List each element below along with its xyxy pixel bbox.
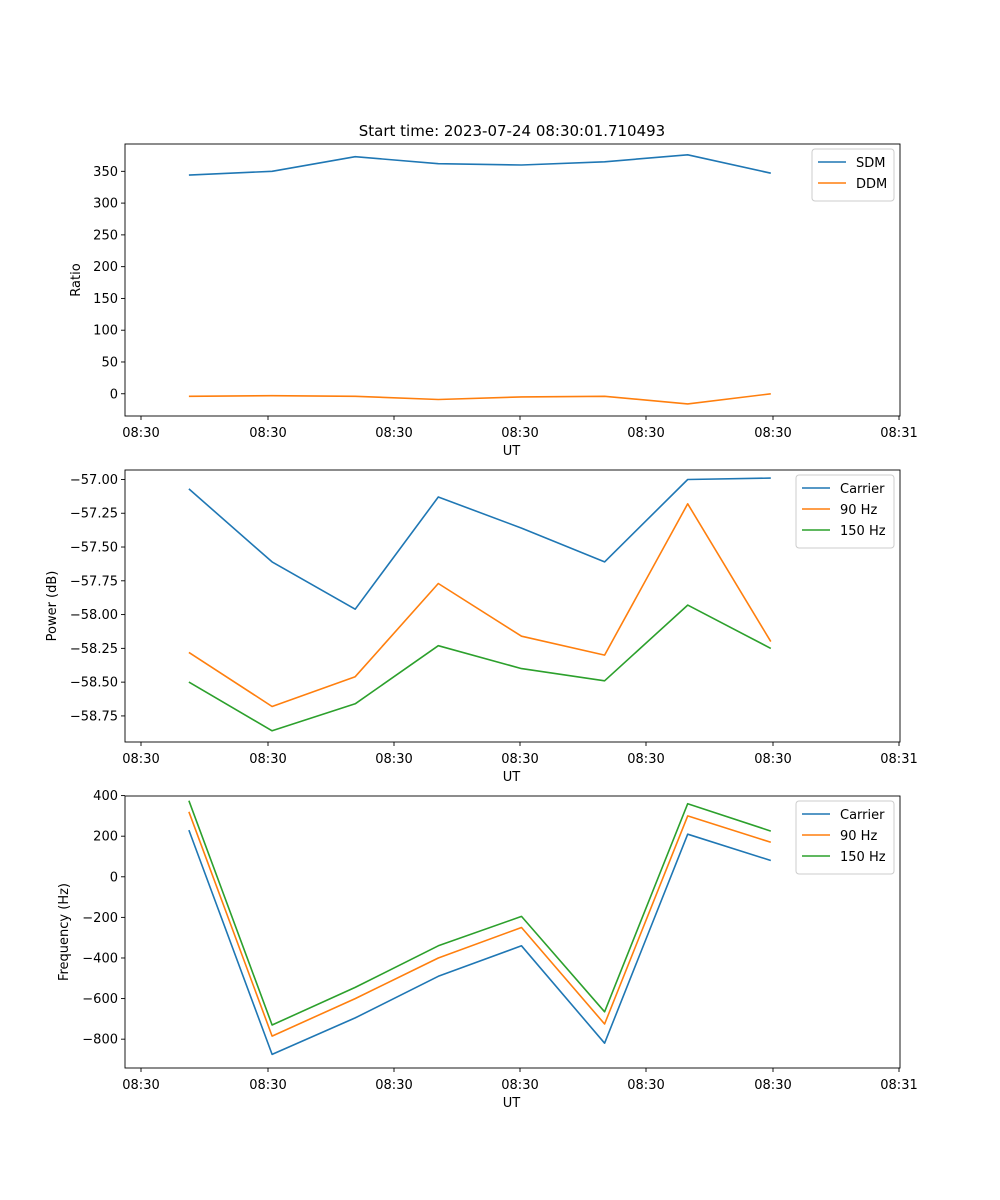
x-tick-label: 08:30 [754,426,791,441]
plot-frame [124,795,901,1069]
chart-title: Start time: 2023-07-24 08:30:01.710493 [359,122,665,140]
x-tick-label: 08:30 [249,1078,286,1093]
y-tick-label: −57.25 [70,507,118,522]
x-tick-label: 08:30 [122,426,159,441]
chart-panel-1: 08:30 08:30 08:30 08:30 08:30 08:30 08:31 UT 0 50… [69,143,918,459]
legend-entry-150-hz: 150 Hz [840,524,886,539]
x-tick-label: 08:30 [375,426,412,441]
x-tick-label: 08:30 [754,752,791,767]
x-tick-label: 08:30 [754,1078,791,1093]
x-tick-label: 08:31 [880,752,917,767]
x-tick-label: 08:30 [501,1078,538,1093]
panels: 08:30 08:30 08:30 08:30 08:30 08:30 08:31 UT 0 50… [45,143,918,1111]
x-axis-label: UT [503,444,521,459]
x-tick-label: 08:31 [880,426,917,441]
legend: SDM DDM [811,148,895,202]
legend-entry-90-hz: 90 Hz [840,503,877,518]
series-line-carrier [188,477,771,611]
y-tick-label: 350 [93,165,118,180]
series-line-90-hz [188,811,772,1037]
y-tick-label: −57.00 [70,473,118,488]
legend-entry-150-hz: 150 Hz [840,850,886,865]
series-line-sdm [188,154,771,176]
legend-entry-carrier: Carrier [840,808,885,823]
y-tick-label: −58.25 [70,642,118,657]
y-tick-label: −58.50 [70,676,118,691]
legend-entry-carrier: Carrier [840,482,885,497]
y-tick-label: −200 [82,911,118,926]
y-tick-label: −400 [82,951,118,966]
y-tick-label: −57.75 [70,574,118,589]
y-axis-label: Ratio [69,263,84,296]
y-tick-label: 0 [110,870,118,885]
y-tick-label: 250 [93,228,118,243]
y-tick-label: 50 [101,355,118,370]
y-tick-label: −600 [82,992,118,1007]
y-tick-label: 300 [93,197,118,212]
y-tick-label: 0 [110,387,118,402]
series-line-150-hz [188,800,772,1026]
x-tick-label: 08:30 [627,1078,664,1093]
x-tick-label: 08:30 [501,426,538,441]
legend-entry-sdm: SDM [856,156,885,171]
x-axis-label: UT [503,770,521,785]
y-tick-label: 100 [93,324,118,339]
x-axis-label: UT [503,1096,521,1111]
y-tick-label: 150 [93,292,118,307]
legend-entry-90-hz: 90 Hz [840,829,877,844]
x-tick-label: 08:31 [880,1078,917,1093]
y-tick-label: 200 [93,260,118,275]
legend: Carrier 90 Hz 150 Hz [795,474,895,549]
x-tick-label: 08:30 [249,752,286,767]
y-tick-label: −800 [82,1033,118,1048]
x-tick-label: 08:30 [122,752,159,767]
series-line-ddm [188,393,771,405]
x-tick-label: 08:30 [627,426,664,441]
x-tick-label: 08:30 [122,1078,159,1093]
legend: Carrier 90 Hz 150 Hz [795,800,895,875]
x-tick-label: 08:30 [375,752,412,767]
y-axis-label: Frequency (Hz) [57,883,72,981]
x-tick-label: 08:30 [249,426,286,441]
y-tick-label: −57.50 [70,541,118,556]
x-tick-label: 08:30 [375,1078,412,1093]
x-tick-label: 08:30 [501,752,538,767]
legend-entry-ddm: DDM [856,177,887,192]
y-axis-label: Power (dB) [45,571,60,642]
plot-frame [124,143,901,417]
series-line-carrier [188,829,772,1056]
series-line-150-hz [188,604,772,732]
x-tick-label: 08:30 [627,752,664,767]
y-tick-label: 200 [93,830,118,845]
chart-panel-2: 08:30 08:30 08:30 08:30 08:30 08:30 08:31 UT −58… [45,469,918,785]
series-line-90-hz [188,502,772,708]
chart-panel-3: 08:30 08:30 08:30 08:30 08:30 08:30 08:31 UT −80… [57,789,918,1111]
plot-frame [124,469,901,743]
y-tick-label: 400 [93,789,118,804]
y-tick-label: −58.75 [70,709,118,724]
y-tick-label: −58.00 [70,608,118,623]
